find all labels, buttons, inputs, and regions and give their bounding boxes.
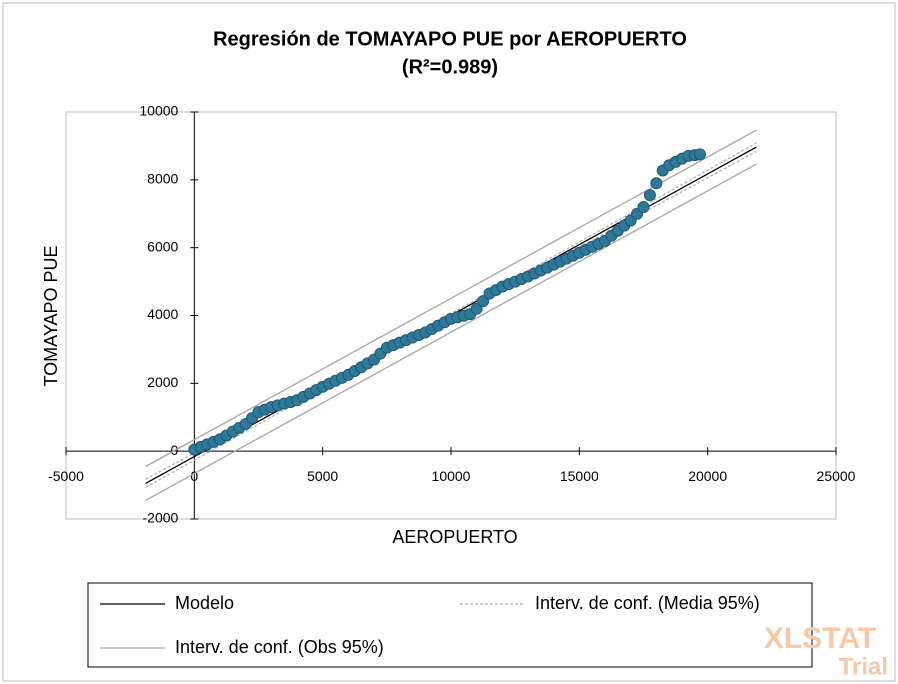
legend-label: Modelo — [175, 593, 234, 613]
y-tick-label: 10000 — [139, 103, 178, 119]
chart-subtitle: (R²=0.989) — [402, 56, 498, 78]
legend-box — [87, 582, 813, 668]
x-tick-label: 0 — [190, 468, 198, 484]
x-tick-label: -5000 — [48, 468, 84, 484]
data-point — [693, 148, 706, 161]
y-tick-label: -2000 — [143, 510, 179, 526]
y-tick-label: 8000 — [147, 171, 178, 187]
plot-area — [65, 111, 837, 520]
data-point — [637, 200, 650, 213]
y-tick-label: 4000 — [147, 306, 178, 322]
watermark: XLSTAT — [764, 622, 876, 655]
x-tick-label: 15000 — [560, 468, 599, 484]
x-tick-label: 20000 — [688, 468, 727, 484]
chart-title: Regresión de TOMAYAPO PUE por AEROPUERTO — [213, 28, 687, 50]
legend-label: Interv. de conf. (Media 95%) — [535, 593, 760, 613]
y-tick-label: 2000 — [147, 374, 178, 390]
data-point — [650, 177, 663, 190]
legend-label: Interv. de conf. (Obs 95%) — [175, 637, 384, 657]
x-axis-title: AEROPUERTO — [392, 527, 517, 547]
watermark: Trial — [839, 653, 888, 680]
interval-lower — [145, 163, 757, 501]
x-tick-label: 5000 — [307, 468, 338, 484]
data-point — [643, 189, 656, 202]
x-tick-label: 10000 — [432, 468, 471, 484]
x-tick-label: 25000 — [817, 468, 856, 484]
y-axis-title: TOMAYAPO PUE — [41, 245, 61, 386]
data-point — [470, 302, 483, 315]
data-point — [477, 295, 490, 308]
y-tick-label: 6000 — [147, 238, 178, 254]
